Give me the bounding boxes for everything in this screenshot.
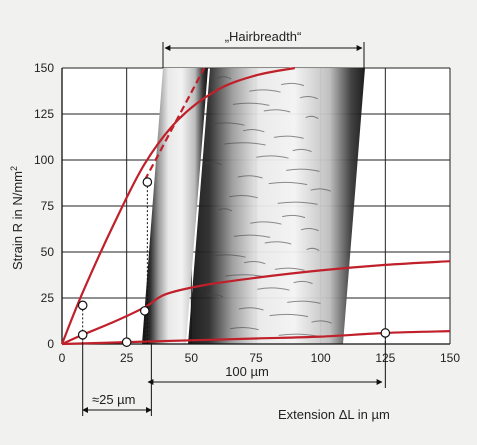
hair-scale-line xyxy=(282,214,306,219)
hair-scale-line xyxy=(243,261,266,265)
y-axis-label-sup: 2 xyxy=(9,166,19,171)
hair-scale-line xyxy=(229,195,258,199)
hair-scale-line xyxy=(256,155,289,159)
hair-scale-line xyxy=(224,142,266,146)
hair-scale-line xyxy=(269,313,309,318)
y-tick-label: 100 xyxy=(34,153,54,167)
hair-scale-line xyxy=(257,287,290,291)
x-axis-label: Extension ΔL in µm xyxy=(278,407,390,422)
hair-scale-line xyxy=(293,280,313,285)
annotations: „Hairbreadth“ 100 µm ≈25 µm xyxy=(82,29,386,416)
hair-scale-line xyxy=(209,122,245,126)
hair-scale-line xyxy=(218,208,233,212)
hair-scale-line xyxy=(292,148,312,153)
data-marker xyxy=(142,177,153,187)
y-tick-label: 50 xyxy=(41,245,55,259)
x-tick-label: 100 xyxy=(311,351,331,365)
hair-scale-line xyxy=(217,76,232,80)
data-marker xyxy=(380,328,391,338)
hair-scale-line xyxy=(274,267,305,271)
data-markers xyxy=(77,177,391,347)
y-axis-label-text: Strain R in N/mm xyxy=(10,171,25,270)
x-tick-label: 25 xyxy=(120,351,134,365)
hair-scale-line xyxy=(205,162,223,166)
series-dashed-extension xyxy=(143,67,206,181)
series-line-1 xyxy=(60,66,296,345)
hair-scale-line xyxy=(232,102,270,106)
hair-scale-line xyxy=(242,129,265,133)
hair-scale-line xyxy=(305,115,319,120)
y-axis-label-group: Strain R in N/mm2 xyxy=(9,166,25,270)
hair-scale-line xyxy=(238,307,264,311)
x-tick-label: 0 xyxy=(59,351,66,365)
hair-scale-line xyxy=(300,228,319,232)
data-marker xyxy=(139,306,150,316)
hair-scale-line xyxy=(281,82,305,87)
data-marker xyxy=(77,329,88,340)
hair-scale-line xyxy=(263,109,291,113)
y-tick-label: 0 xyxy=(47,337,54,351)
y-axis-label: Strain R in N/mm2 xyxy=(9,166,25,270)
y-tick-label: 125 xyxy=(34,107,54,121)
hair-scale-line xyxy=(210,254,246,258)
series-line-2 xyxy=(61,260,451,346)
hair-scale-line xyxy=(230,327,259,331)
hair-scale-line xyxy=(237,175,263,179)
hair-scale-line xyxy=(250,221,282,225)
hair-scale-line xyxy=(310,188,331,192)
hair-scale-line xyxy=(299,96,318,100)
y-tick-label: 150 xyxy=(34,61,54,75)
x-tick-label: 50 xyxy=(185,351,199,365)
data-marker xyxy=(121,337,132,347)
hair-scale-line xyxy=(206,294,223,298)
hair-scale-line xyxy=(286,168,320,172)
x-tick-label: 150 xyxy=(440,351,460,365)
x-tick-label: 75 xyxy=(249,351,263,365)
hair-scale-line xyxy=(268,181,308,186)
hair-scale-line xyxy=(264,241,292,245)
y-tick-label: 25 xyxy=(41,291,55,305)
hair-scale-line xyxy=(249,89,281,93)
hair-scale-line xyxy=(233,234,271,238)
hair-scale-line xyxy=(273,135,304,139)
hairbreadth-label: „Hairbreadth“ xyxy=(225,29,302,44)
y-tick-label: 75 xyxy=(41,199,55,213)
hair-scale-line xyxy=(306,247,320,252)
data-marker xyxy=(77,300,88,311)
hair-scale-line xyxy=(277,201,318,205)
hair-scale-line xyxy=(287,300,321,304)
hair-image xyxy=(142,68,208,344)
span-100-label: 100 µm xyxy=(225,364,269,379)
hair-scale-line xyxy=(311,320,332,324)
span-25-label: ≈25 µm xyxy=(92,392,136,407)
